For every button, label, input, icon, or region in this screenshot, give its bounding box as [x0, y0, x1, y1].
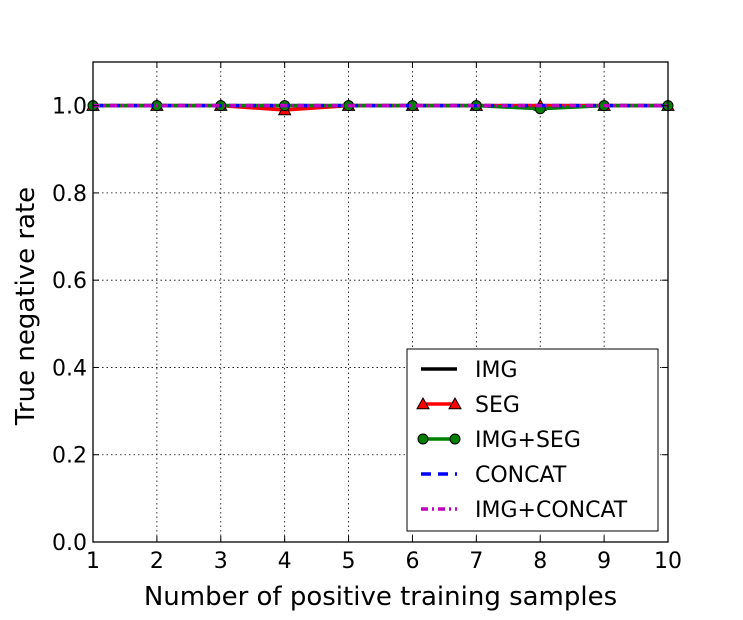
plot-frame — [92, 61, 669, 543]
x-tick-label: 2 — [150, 549, 164, 574]
x-tick-label: 9 — [597, 549, 611, 574]
y-tick-label: 0.6 — [52, 269, 87, 294]
y-axis-label: True negative rate — [11, 187, 41, 426]
legend: IMG SEG IMG+SEG CONCAT IMG+CONCAT — [406, 348, 659, 532]
x-tick-label: 6 — [405, 549, 419, 574]
y-tick-label: 0.4 — [52, 356, 87, 381]
legend-marker — [416, 396, 430, 410]
legend-label: IMG+SEG — [475, 428, 581, 453]
legend-label: SEG — [475, 393, 520, 418]
x-tick-label: 5 — [342, 549, 356, 574]
legend-label: CONCAT — [475, 463, 567, 488]
x-tick-label: 10 — [654, 549, 682, 574]
legend-marker — [417, 433, 429, 445]
x-tick-label: 1 — [86, 549, 100, 574]
legend-marker — [449, 433, 461, 445]
legend-label: IMG+CONCAT — [475, 498, 628, 523]
x-tick-label: 4 — [278, 549, 292, 574]
x-tick-label: 3 — [214, 549, 228, 574]
axis-ticks: 1 2 3 4 5 6 7 8 9 10 0.0 0.2 0.4 0.6 0.8 1.0 — [52, 62, 682, 574]
legend-label: IMG — [475, 358, 518, 383]
y-tick-label: 0.0 — [52, 531, 87, 556]
series-layer — [86, 98, 675, 116]
legend-marker — [448, 396, 462, 410]
x-tick-label: 7 — [469, 549, 483, 574]
y-tick-label: 0.8 — [52, 182, 87, 207]
y-tick-label: 0.2 — [52, 444, 87, 469]
y-tick-label: 1.0 — [52, 95, 87, 120]
x-axis-label: Number of positive training samples — [144, 582, 617, 612]
x-tick-label: 8 — [533, 549, 547, 574]
